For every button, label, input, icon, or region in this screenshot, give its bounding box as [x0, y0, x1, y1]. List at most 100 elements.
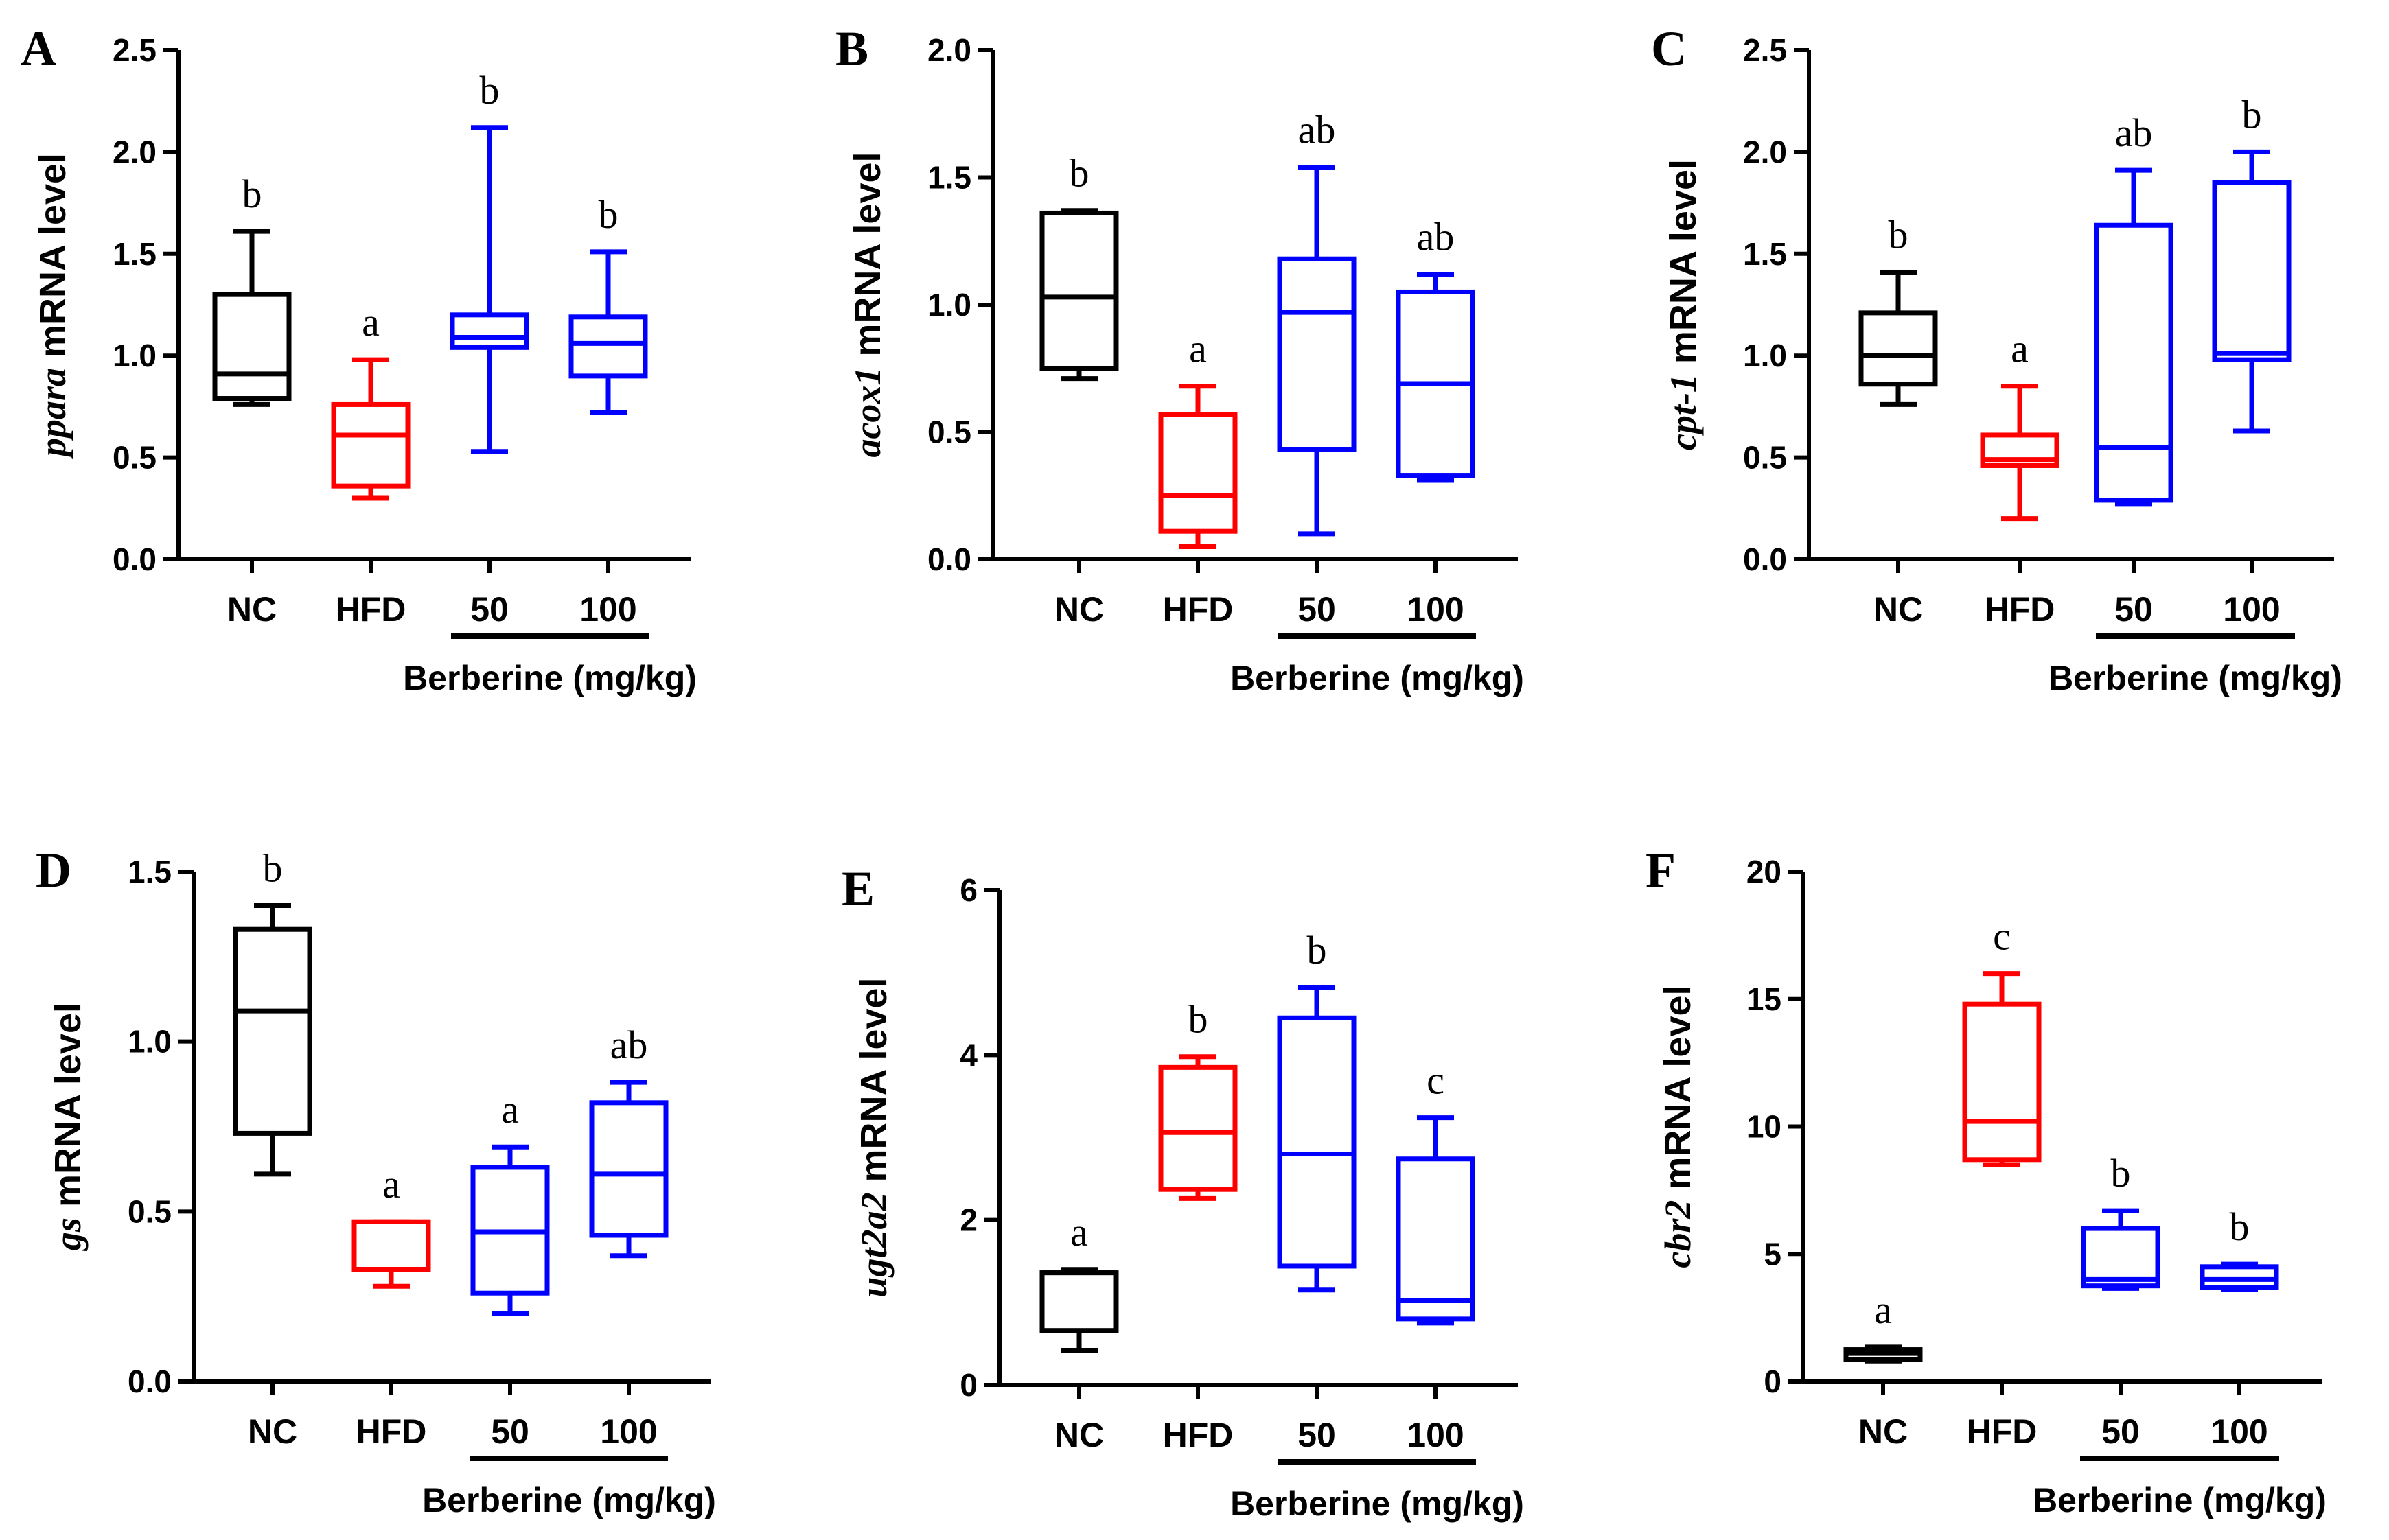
x-tick-label: NC [1054, 1416, 1104, 1454]
x-tick-label: 100 [2223, 590, 2280, 629]
group-label: Berberine (mg/kg) [2048, 659, 2342, 697]
y-tick-label: 1.5 [927, 160, 971, 196]
box-iqr [589, 1100, 669, 1238]
significance-letter: c [1427, 1058, 1444, 1103]
box-HFD [1962, 971, 2042, 1167]
box-100 [1396, 1115, 1475, 1326]
y-tick-label: 1.0 [113, 338, 157, 373]
significance-letter: a [501, 1087, 519, 1132]
y-axis-title-text: mRNA level [1657, 985, 1698, 1200]
box-iqr [1039, 210, 1119, 371]
panel-D: D 0.0 0.5 1.0 1.5 gs mRNA level NC HFD 50 100 Berb… [36, 843, 716, 1519]
x-tick-label: 100 [1407, 1416, 1464, 1454]
box-iqr [568, 314, 648, 379]
y-axis-title-text: mRNA level [847, 152, 888, 366]
box-HFD [331, 357, 411, 501]
significance-letter: b [1188, 997, 1208, 1042]
box-NC [1843, 1344, 1923, 1364]
group-label: Berberine (mg/kg) [422, 1481, 716, 1519]
box-NC [1039, 1267, 1119, 1353]
x-tick-label: NC [1858, 1412, 1908, 1451]
significance-letter: b [1889, 213, 1908, 257]
significance-letter: b [263, 846, 283, 891]
box-HFD [351, 1219, 431, 1289]
y-tick-label: 2.5 [1743, 32, 1787, 68]
box-iqr [2212, 180, 2292, 362]
box-50 [450, 125, 529, 454]
significance-letter: b [2230, 1204, 2250, 1249]
significance-letter: ab [1298, 108, 1336, 152]
significance-letter: a [2011, 327, 2029, 371]
y-tick-label: 0 [960, 1367, 978, 1403]
panel-letter: C [1651, 21, 1687, 76]
x-tick-label: 50 [2101, 1412, 2140, 1451]
panel-letter: A [21, 21, 56, 76]
y-tick-label: 0.5 [113, 440, 157, 476]
box-iqr [1858, 310, 1938, 387]
group-label: Berberine (mg/kg) [2033, 1481, 2327, 1519]
y-tick-label: 0.0 [113, 541, 157, 577]
x-tick-label: 50 [2114, 590, 2153, 629]
group-label: Berberine (mg/kg) [1230, 1484, 1524, 1523]
box-NC [233, 903, 312, 1177]
x-tick-label: NC [1054, 590, 1104, 629]
box-iqr [1039, 1270, 1119, 1333]
box-iqr [1277, 1015, 1357, 1269]
group-label: Berberine (mg/kg) [403, 659, 697, 697]
y-tick-label: 1.5 [128, 854, 172, 889]
box-iqr [2094, 222, 2173, 503]
y-tick-label: 1.5 [113, 236, 157, 272]
y-axis-title-text: mRNA level [32, 153, 73, 368]
y-axis-title: cbr2 mRNA level [1657, 985, 1698, 1268]
x-tick-label: 100 [2211, 1412, 2267, 1451]
significance-letter: a [362, 300, 380, 345]
y-tick-label: 1.0 [927, 287, 971, 323]
significance-letter: ab [2115, 110, 2153, 155]
y-tick-label: 2.0 [1743, 134, 1787, 170]
x-tick-label: 50 [1297, 1416, 1336, 1454]
y-tick-label: 10 [1746, 1109, 1781, 1145]
box-HFD [1158, 1054, 1238, 1201]
box-iqr [1158, 1064, 1238, 1192]
box-NC [212, 229, 292, 407]
y-axis-title-text: mRNA level [1663, 159, 1704, 374]
box-iqr [1962, 1001, 2042, 1163]
significance-letter: b [2111, 1151, 2131, 1195]
x-tick-label: 50 [491, 1412, 529, 1451]
x-tick-label: NC [248, 1412, 297, 1451]
box-100 [589, 1080, 669, 1259]
y-tick-label: 0.5 [1743, 440, 1787, 476]
box-HFD [1980, 384, 2059, 522]
y-axis-title-gene: gs [47, 1217, 89, 1251]
x-tick-label: HFD [336, 590, 406, 629]
box-iqr [450, 312, 529, 350]
box-100 [2212, 149, 2292, 434]
significance-letter: a [1189, 327, 1207, 371]
significance-letter: b [1070, 151, 1089, 196]
box-iqr [233, 926, 312, 1136]
y-axis-title: acox1 mRNA level [847, 152, 888, 457]
y-tick-label: 5 [1764, 1236, 1781, 1272]
y-tick-label: 6 [960, 872, 978, 908]
significance-letter: ab [610, 1023, 648, 1067]
x-tick-label: HFD [1163, 1416, 1234, 1454]
y-axis-title-gene: ugt2a2 [853, 1193, 895, 1298]
y-axis-title-gene: cpt-1 [1663, 374, 1704, 450]
box-100 [568, 249, 648, 415]
y-axis-title: ppara mRNA level [32, 153, 73, 459]
group-label: Berberine (mg/kg) [1230, 659, 1524, 697]
box-iqr [2081, 1226, 2160, 1289]
panel-C: C 0.0 0.5 1.0 1.5 2.0 2.5 cpt-1 mRNA level NC HFD… [1651, 21, 2342, 697]
y-axis-title: ugt2a2 mRNA level [853, 977, 895, 1297]
panel-A: A 0.0 0.5 1.0 1.5 2.0 2.5 ppara mRNA level NC HFD… [21, 21, 697, 697]
significance-letter: ab [1417, 214, 1455, 259]
box-iqr [1158, 412, 1238, 534]
significance-letter: b [1307, 928, 1327, 972]
y-tick-label: 2.0 [113, 134, 157, 170]
box-NC [1858, 270, 1938, 407]
box-50 [1277, 165, 1357, 537]
box-100 [1396, 271, 1475, 483]
y-tick-label: 15 [1746, 981, 1781, 1017]
y-tick-label: 1.0 [1743, 338, 1787, 373]
